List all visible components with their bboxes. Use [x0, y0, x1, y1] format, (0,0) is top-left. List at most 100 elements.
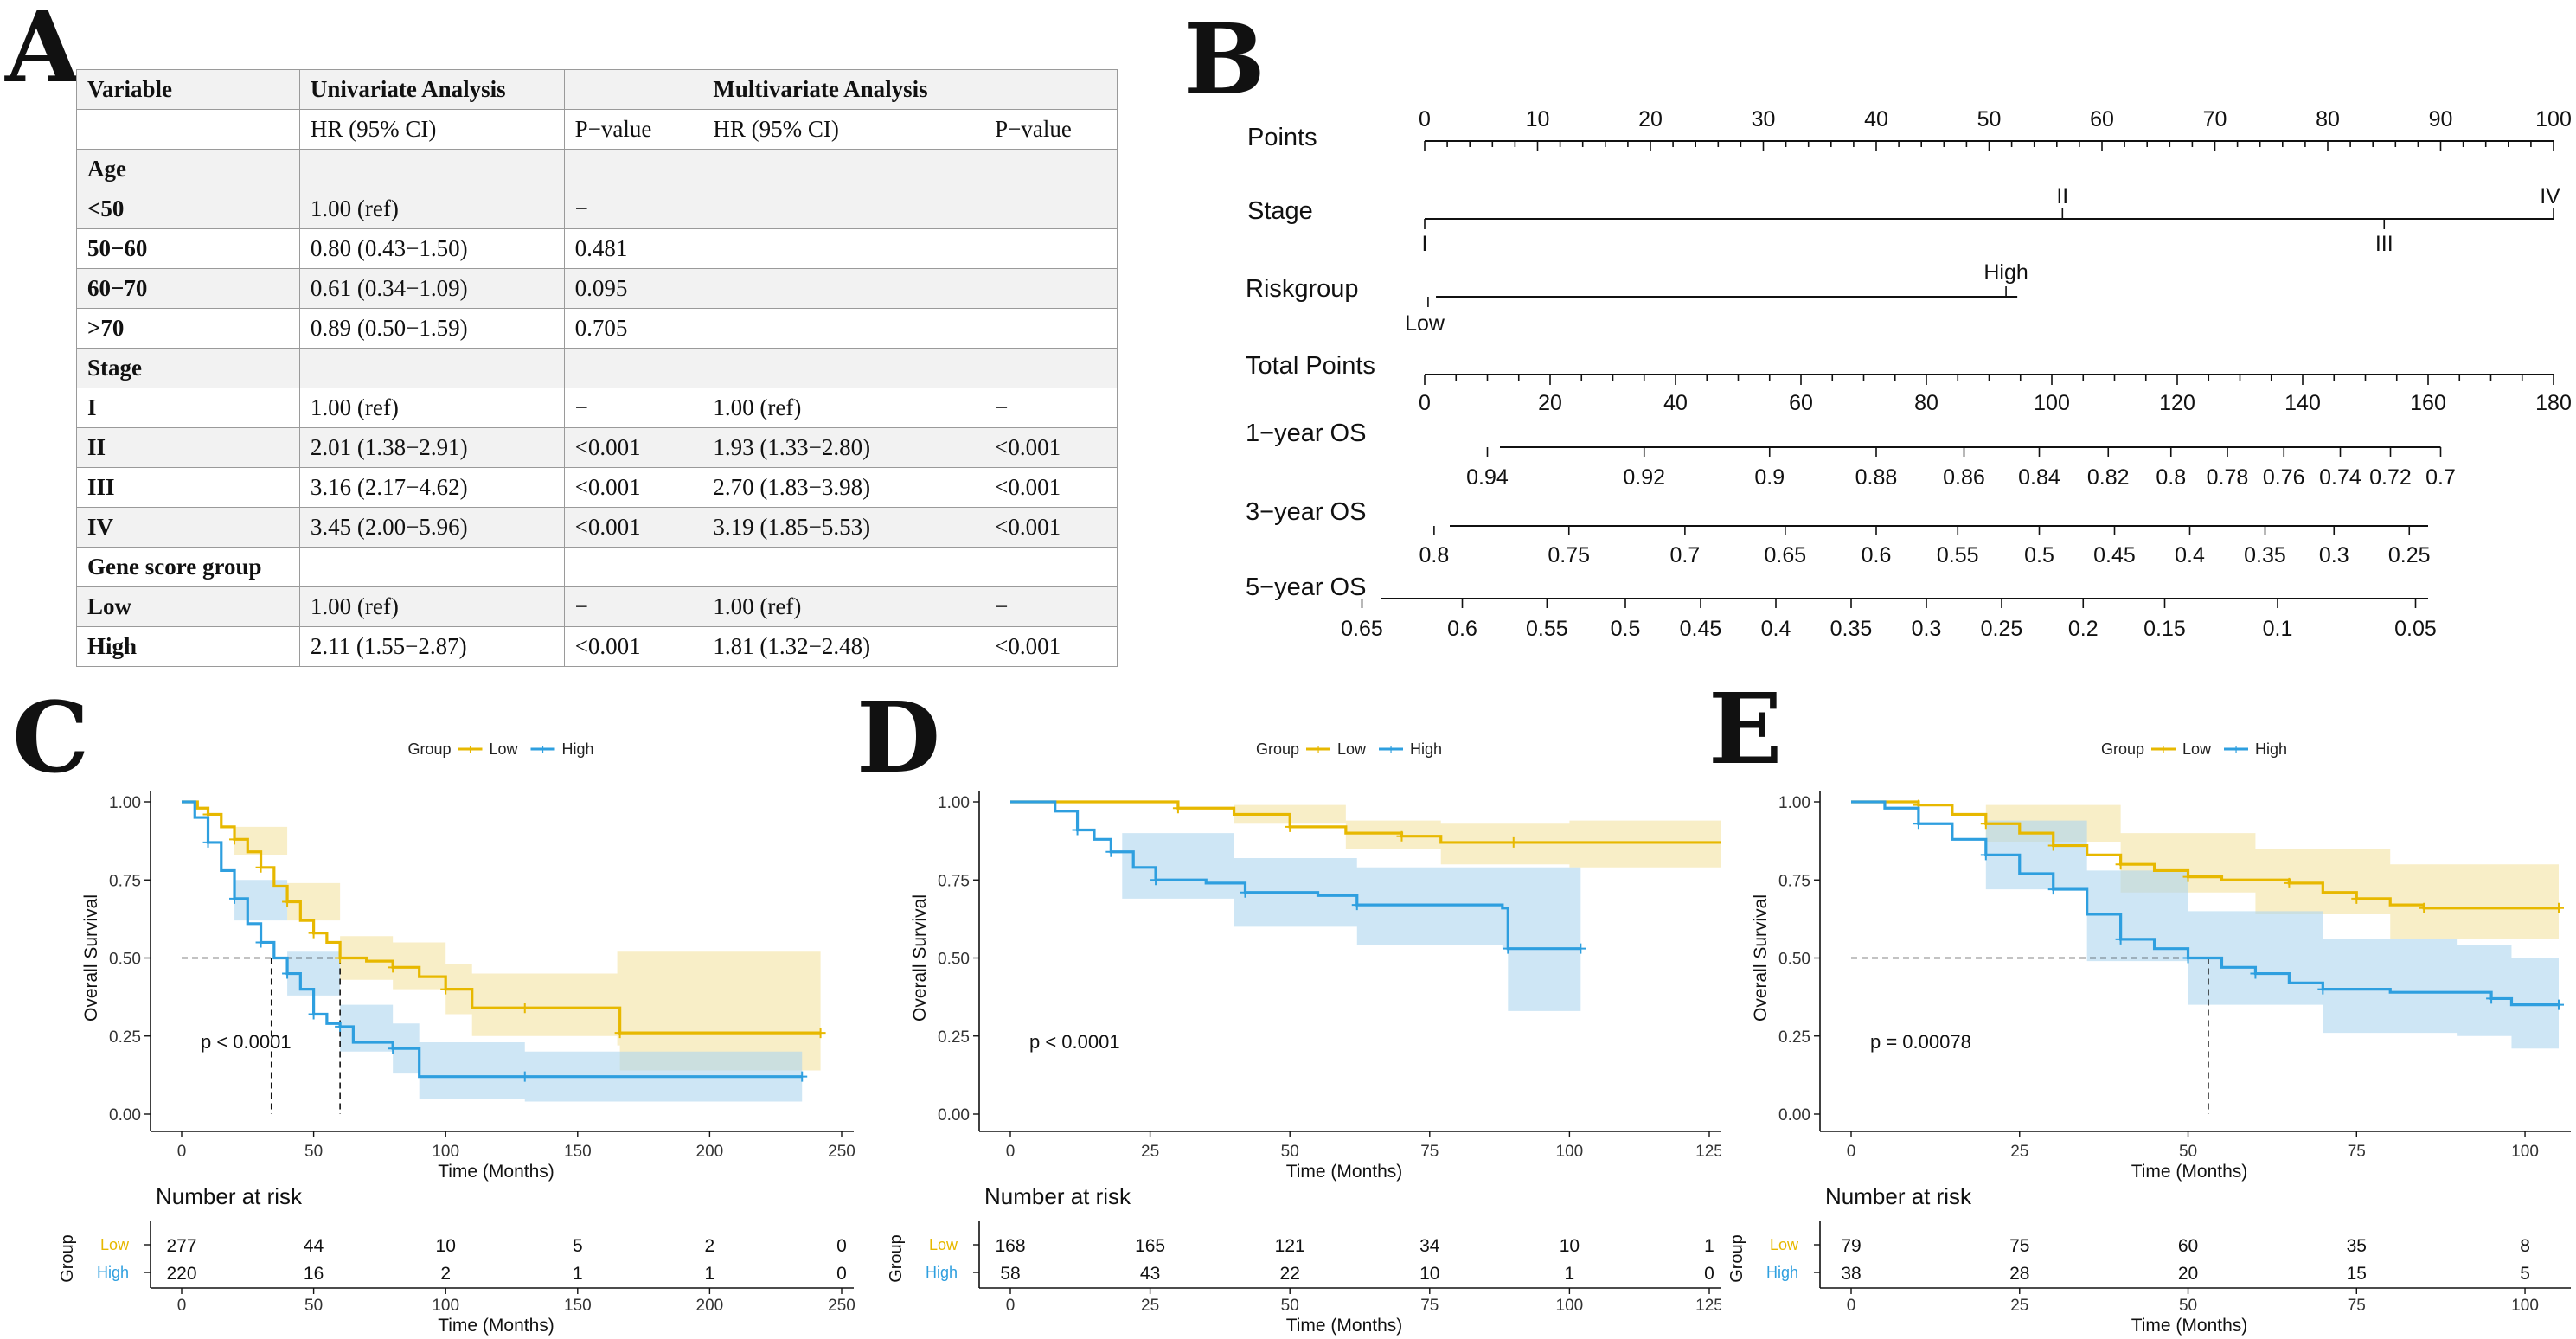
- table-subheader-cell: HR (95% CI): [298, 109, 565, 150]
- nomogram-os-tick-label: 0.25: [1981, 617, 2023, 641]
- risk-count-high: 1: [705, 1264, 715, 1284]
- nomogram-points-tick-label: 90: [2429, 107, 2453, 131]
- y-tick-label: 0.50: [109, 951, 141, 969]
- nomogram-row-label: Riskgroup: [1246, 275, 1359, 303]
- risk-table-x-tick-label: 250: [828, 1297, 855, 1315]
- risk-table-title: Number at risk: [984, 1183, 1131, 1209]
- legend-high-mark: +: [539, 743, 547, 758]
- table-subheader-row: HR (95% CI) P−value HR (95% CI) P−value: [76, 109, 1118, 150]
- table-cell: [702, 228, 985, 269]
- y-axis-title: Overall Survival: [81, 894, 101, 1022]
- x-tick-label: 25: [2010, 1143, 2028, 1161]
- risk-count-low: 168: [995, 1236, 1025, 1256]
- table-cell: [702, 348, 985, 388]
- y-tick-label: 0.75: [938, 872, 970, 890]
- censor-mark-low: [2284, 877, 2295, 888]
- risk-table-x-tick-label: 100: [432, 1297, 459, 1315]
- table-header-cell: [563, 69, 703, 110]
- table-cell: 3.19 (1.85−5.53): [702, 507, 985, 548]
- risk-count-high: 0: [836, 1264, 847, 1284]
- x-tick-label: 100: [1556, 1143, 1584, 1161]
- table-cell: 2.11 (1.55−2.87): [298, 626, 565, 667]
- risk-table-row-label-high: High: [926, 1264, 958, 1281]
- y-tick-label: 0.00: [938, 1106, 970, 1124]
- censor-mark-high: [282, 968, 293, 979]
- nomogram-os-tick-label: 0.45: [2093, 543, 2136, 567]
- risk-count-low: 44: [304, 1236, 324, 1256]
- nomogram-os-tick-label: 0.92: [1623, 465, 1665, 490]
- risk-count-high: 43: [1140, 1264, 1160, 1284]
- risk-count-low: 0: [836, 1236, 847, 1256]
- y-tick-label: 1.00: [1778, 794, 1810, 812]
- table-row: >70 0.89 (0.50−1.59) 0.705: [76, 308, 1118, 349]
- table-subheader-cell: HR (95% CI): [702, 109, 985, 150]
- table-row: Low 1.00 (ref) −1.00 (ref) −: [76, 586, 1118, 627]
- risk-count-high: 16: [304, 1264, 324, 1284]
- risk-count-low: 1: [1704, 1236, 1714, 1256]
- table-cell: <0.001: [984, 626, 1118, 667]
- legend-title: Group: [408, 740, 452, 758]
- nomogram-riskgroup-level-label: High: [1983, 260, 2028, 285]
- risk-count-low: 79: [1841, 1236, 1861, 1256]
- nomogram-os-tick-label: 0.3: [2319, 543, 2349, 567]
- nomogram-os-tick-label: 0.3: [1912, 617, 1942, 641]
- censor-mark-low: [2351, 893, 2362, 904]
- table-cell: <0.001: [563, 507, 703, 548]
- censor-mark-low: [388, 962, 399, 973]
- table-cell: [984, 149, 1118, 189]
- nomogram-row-label: 5−year OS: [1246, 573, 1366, 601]
- censor-mark-low: [255, 862, 266, 873]
- nomogram-riskgroup-level-label: Low: [1405, 311, 1445, 336]
- table-cell: 0.61 (0.34−1.09): [298, 268, 565, 309]
- risk-table-row-label-low: Low: [929, 1236, 958, 1253]
- nomogram-os-tick-label: 0.7: [2425, 465, 2456, 490]
- risk-count-low: 8: [2520, 1236, 2530, 1256]
- table-cell: [702, 547, 985, 587]
- y-tick-label: 1.00: [109, 794, 141, 812]
- censor-mark-high: [2115, 933, 2126, 945]
- legend-high-mark: +: [2232, 743, 2240, 758]
- p-value-label: p < 0.0001: [1029, 1031, 1120, 1053]
- risk-table-row-label-low: Low: [100, 1236, 130, 1253]
- x-axis-title: Time (Months): [438, 1162, 554, 1182]
- table-cell: 1.00 (ref): [298, 189, 565, 229]
- censor-mark-low: [282, 896, 293, 907]
- risk-count-low: 34: [1419, 1236, 1440, 1256]
- nomogram-row-label: Total Points: [1246, 352, 1375, 380]
- censor-mark-high: [2250, 968, 2261, 979]
- censor-mark-low: [1396, 830, 1407, 842]
- risk-count-high: 15: [2347, 1264, 2367, 1284]
- nomogram-stage-level-label: IV: [2540, 184, 2560, 208]
- y-tick-label: 0.50: [938, 951, 970, 969]
- censor-mark-high: [1150, 875, 1162, 886]
- table-cell: 0.89 (0.50−1.59): [298, 308, 565, 349]
- censor-mark-high: [255, 937, 266, 948]
- censor-mark-low: [614, 1028, 625, 1039]
- censor-mark-high: [1072, 824, 1083, 836]
- table-cell: 0.481: [563, 228, 703, 269]
- censor-mark-low: [815, 1028, 826, 1039]
- risk-table-x-tick-label: 125: [1695, 1297, 1721, 1315]
- table-cell: <0.001: [563, 626, 703, 667]
- legend-low-label: Low: [2182, 740, 2212, 758]
- risk-table-y-title: Group: [887, 1234, 906, 1283]
- y-axis-title: Overall Survival: [910, 894, 930, 1022]
- table-cell: <0.001: [984, 507, 1118, 548]
- risk-table-x-tick-label: 150: [564, 1297, 592, 1315]
- x-axis-title: Time (Months): [2131, 1162, 2248, 1182]
- table-cell: [298, 547, 565, 587]
- censor-mark-high: [335, 1021, 346, 1032]
- y-tick-label: 0.50: [1778, 951, 1810, 969]
- nomogram-stage-level-label: I: [1422, 232, 1428, 256]
- table-cell: 1.00 (ref): [702, 586, 985, 627]
- censor-mark-high: [1240, 887, 1251, 898]
- censor-mark-low: [2115, 859, 2126, 870]
- nomogram-stage-level-label: III: [2375, 232, 2393, 256]
- table-cell: <0.001: [563, 427, 703, 468]
- table-cell: <0.001: [984, 427, 1118, 468]
- nomogram-chart: Points Stage Riskgroup Total Points 1−year O…: [1246, 107, 2572, 641]
- censor-mark-high: [2047, 884, 2059, 895]
- censor-mark-low: [308, 927, 319, 939]
- censor-mark-high: [1980, 849, 1991, 861]
- table-cell: 0.095: [563, 268, 703, 309]
